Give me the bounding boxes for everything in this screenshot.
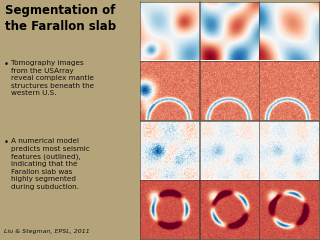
Text: A numerical model
predicts most seismic
features (outlined),
indicating that the: A numerical model predicts most seismic … <box>11 138 90 190</box>
Text: •: • <box>4 60 9 69</box>
Text: Liu & Stegman, EPSL, 2011: Liu & Stegman, EPSL, 2011 <box>4 229 90 234</box>
Text: Segmentation of
the Farallon slab: Segmentation of the Farallon slab <box>5 4 116 32</box>
Text: Tomography images
from the USArray
reveal complex mantle
structures beneath the
: Tomography images from the USArray revea… <box>11 60 94 96</box>
Text: •: • <box>4 138 9 147</box>
